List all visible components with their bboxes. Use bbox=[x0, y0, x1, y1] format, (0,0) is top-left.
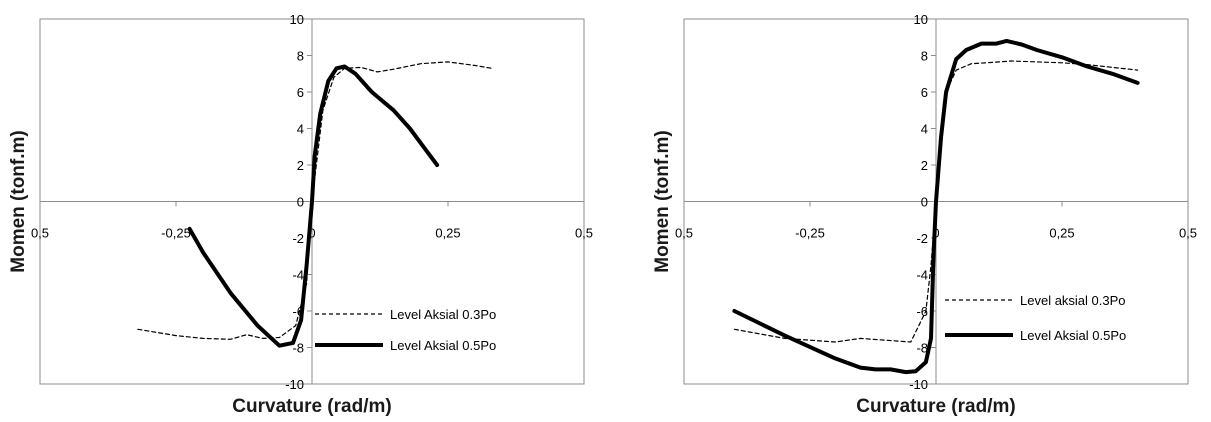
y-tick-label: -8 bbox=[292, 341, 304, 356]
series-line-solid bbox=[187, 64, 440, 348]
y-tick-label: 0 bbox=[921, 195, 928, 210]
x-tick-label: 0 bbox=[308, 226, 315, 241]
y-tick-label: 2 bbox=[921, 158, 928, 173]
x-tick-label: 0,5 bbox=[575, 226, 593, 241]
legend-label: Level aksial 0.3Po bbox=[1020, 293, 1126, 308]
y-tick-label: -10 bbox=[285, 377, 304, 392]
y-tick-label: -4 bbox=[916, 268, 928, 283]
y-tick-label: 8 bbox=[297, 49, 304, 64]
y-tick-label: -6 bbox=[916, 304, 928, 319]
legend-label: Level Aksial 0.5Po bbox=[1020, 328, 1126, 343]
legend-label: Level Aksial 0.5Po bbox=[390, 338, 496, 353]
y-tick-label: 4 bbox=[921, 122, 928, 137]
y-axis-title: Momen (tonf.m) bbox=[8, 130, 29, 272]
series-line-dashed bbox=[137, 61, 493, 340]
x-tick-label: -0,25 bbox=[161, 226, 191, 241]
y-axis-title: Momen (tonf.m) bbox=[652, 130, 673, 272]
x-axis-title: Curvature (rad/m) bbox=[856, 396, 1015, 417]
y-tick-label: 10 bbox=[290, 12, 304, 27]
y-tick-label: 4 bbox=[297, 122, 304, 137]
y-tick-label: 8 bbox=[921, 49, 928, 64]
legend-label: Level Aksial 0.3Po bbox=[390, 307, 496, 322]
x-tick-label: 0,25 bbox=[1049, 226, 1074, 241]
x-tick-label: 0,25 bbox=[435, 226, 460, 241]
x-axis-title: Curvature (rad/m) bbox=[232, 396, 391, 417]
y-tick-label: -4 bbox=[292, 268, 304, 283]
x-tick-label: 0,5 bbox=[31, 226, 49, 241]
series-line-solid bbox=[732, 38, 1140, 375]
y-tick-label: 6 bbox=[921, 85, 928, 100]
y-tick-label: 2 bbox=[297, 158, 304, 173]
x-tick-label: 0,5 bbox=[675, 226, 693, 241]
y-tick-label: 10 bbox=[914, 12, 928, 27]
y-tick-label: -2 bbox=[916, 231, 928, 246]
y-tick-label: -8 bbox=[916, 341, 928, 356]
y-tick-label: 6 bbox=[297, 85, 304, 100]
y-tick-label: -10 bbox=[909, 377, 928, 392]
x-tick-label: -0,25 bbox=[795, 226, 825, 241]
y-tick-label: 0 bbox=[297, 195, 304, 210]
y-tick-label: -2 bbox=[292, 231, 304, 246]
chart-1: 10 8 6 4 2 0 -2 -4 -6 -8 -10 0,5 -0,25 0 0,25 0,5 Level … bbox=[8, 12, 593, 417]
x-tick-label: 0,5 bbox=[1179, 226, 1197, 241]
y-tick-label: -6 bbox=[292, 304, 304, 319]
